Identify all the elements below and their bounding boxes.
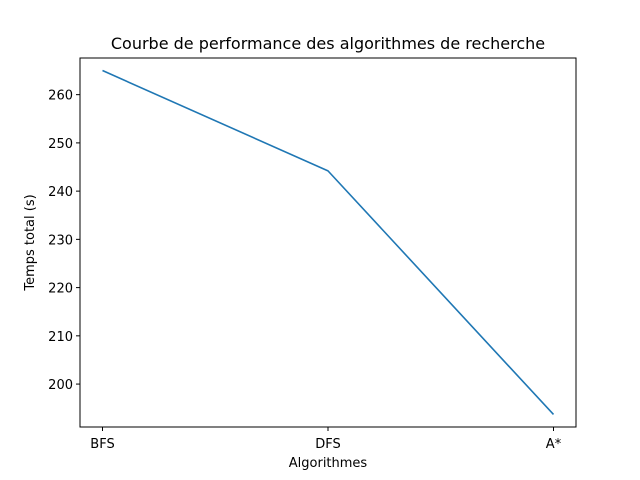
x-axis: BFS DFS A*	[90, 427, 562, 452]
y-tick-label: 210	[48, 330, 73, 345]
x-tick-label: DFS	[315, 437, 341, 452]
y-tick-label: 220	[48, 282, 73, 297]
series-layer	[102, 69, 555, 416]
plot-area	[79, 57, 577, 428]
y-tick-label: 230	[48, 233, 73, 248]
y-tick-label: 240	[48, 185, 73, 200]
y-axis: 200 210 220 230 240 250 260	[48, 89, 80, 393]
y-tick-label: 200	[48, 378, 73, 393]
y-tick-label: 250	[48, 137, 73, 152]
x-axis-label: Algorithmes	[289, 456, 368, 471]
y-tick-label: 260	[48, 89, 73, 104]
series-line	[102, 69, 555, 416]
y-axis-label: Temps total (s)	[23, 194, 38, 291]
chart-title: Courbe de performance des algorithmes de…	[111, 34, 545, 53]
x-tick-label: A*	[546, 437, 562, 452]
x-tick-label: BFS	[90, 437, 114, 452]
